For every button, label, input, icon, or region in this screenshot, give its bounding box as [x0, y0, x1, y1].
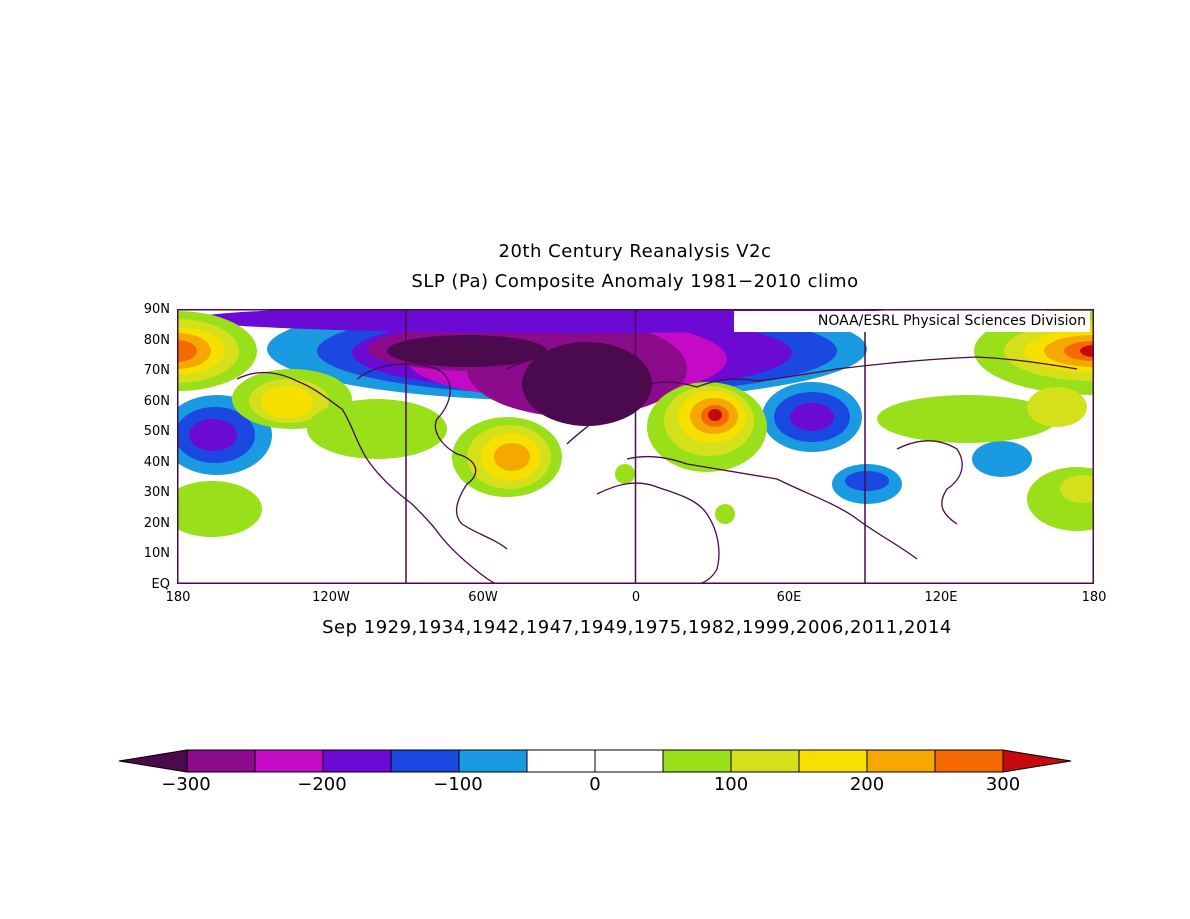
coastline-americas-east — [356, 363, 508, 550]
colorbar-cell — [322, 749, 392, 773]
anomaly-map — [177, 309, 1094, 584]
y-tick-label: 40N — [143, 455, 170, 470]
y-tick-label: 70N — [143, 363, 170, 378]
colorbar-cell — [186, 749, 256, 773]
positive-anomaly-canada — [307, 399, 447, 459]
y-tick-label: 60N — [143, 394, 170, 409]
y-tick-label: 30N — [143, 485, 170, 500]
negative-anomaly-pacific — [189, 419, 237, 451]
anomaly-field — [177, 309, 1094, 537]
colorbar-cell — [866, 749, 936, 773]
y-tick-label: 10N — [143, 546, 170, 561]
colorbar-arrow-left — [118, 749, 188, 773]
y-tick-label: 50N — [143, 424, 170, 439]
positive-anomaly-small — [715, 504, 735, 524]
colorbar-cell — [798, 749, 868, 773]
composite-years-label: Sep 1929,1934,1942,1947,1949,1975,1982,1… — [322, 617, 952, 638]
y-tick-label: 90N — [143, 302, 170, 317]
positive-anomaly-asia-north — [877, 395, 1057, 443]
colorbar-cell — [390, 749, 460, 773]
chart-subtitle: SLP (Pa) Composite Anomaly 1981−2010 cli… — [411, 271, 859, 292]
colorbar-cell — [662, 749, 732, 773]
y-tick-label: 20N — [143, 516, 170, 531]
colorbar-cell — [254, 749, 324, 773]
y-tick-label: 80N — [143, 333, 170, 348]
coastline-asia-south — [626, 455, 918, 560]
positive-anomaly-pacific-east — [177, 481, 262, 537]
x-tick-label: 60E — [776, 590, 802, 605]
negative-anomaly-asia — [845, 471, 889, 491]
x-tick-label: 0 — [631, 590, 641, 605]
credit-label: NOAA/ESRL Physical Sciences Division — [734, 311, 1090, 332]
coastline-asia-east — [896, 440, 963, 525]
colorbar-cell — [594, 749, 664, 773]
colorbar-cell — [934, 749, 1004, 773]
map-frame — [177, 309, 1094, 584]
positive-anomaly-asia-north — [1027, 387, 1087, 427]
colorbar-cell — [458, 749, 528, 773]
x-tick-label: 180 — [1081, 590, 1107, 605]
positive-anomaly-alaska — [261, 386, 313, 418]
colorbar-tick-label: 100 — [713, 774, 749, 795]
positive-anomaly-dateline — [177, 340, 197, 362]
colorbar-tick-label: −200 — [297, 774, 347, 795]
x-tick-label: 180 — [165, 590, 191, 605]
positive-anomaly-small — [615, 464, 635, 484]
colorbar-tick-label: 300 — [985, 774, 1021, 795]
colorbar — [118, 749, 1072, 773]
positive-anomaly-atlantic — [494, 443, 530, 471]
negative-anomaly-core — [522, 342, 652, 426]
negative-anomaly-pacific-west — [972, 441, 1032, 477]
colorbar-tick-label: −100 — [433, 774, 483, 795]
coastline-americas-west — [236, 371, 498, 584]
negative-anomaly-siberia — [790, 403, 834, 431]
colorbar-cell — [730, 749, 800, 773]
colorbar-arrow-right — [1002, 749, 1072, 773]
colorbar-cells — [186, 749, 1004, 773]
meridian-lines — [405, 309, 866, 584]
negative-anomaly-core — [387, 335, 547, 367]
positive-anomaly-dateline — [1080, 345, 1094, 357]
coastline-eurasia-north — [636, 356, 1078, 390]
chart-title: 20th Century Reanalysis V2c — [498, 241, 772, 262]
x-tick-label: 120W — [312, 590, 350, 605]
coastline-greenland — [506, 351, 623, 445]
x-tick-label: 120E — [924, 590, 958, 605]
colorbar-tick-label: 200 — [849, 774, 885, 795]
y-tick-label: EQ — [151, 577, 170, 592]
colorbar-cell — [526, 749, 596, 773]
positive-anomaly-pacific-sub — [1060, 475, 1094, 503]
positive-anomaly-europe — [708, 409, 722, 421]
x-tick-label: 60W — [468, 590, 498, 605]
colorbar-tick-label: 0 — [589, 774, 601, 795]
colorbar-tick-label: −300 — [161, 774, 211, 795]
